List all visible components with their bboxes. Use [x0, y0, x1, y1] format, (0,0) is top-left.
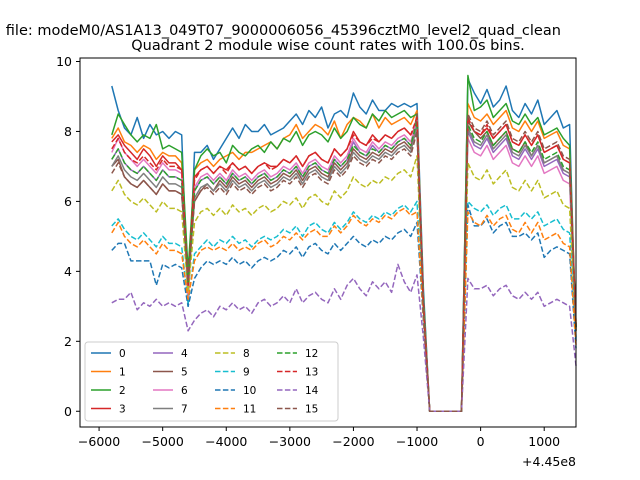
- x-tick-label: −4000: [205, 434, 247, 449]
- legend-label-15: 15: [305, 404, 318, 416]
- legend-label-14: 14: [305, 385, 319, 397]
- y-tick-label: 2: [64, 334, 72, 349]
- y-tick-label: 6: [64, 194, 72, 209]
- series-line-14: [111, 263, 577, 413]
- chart-suptitle: n file: modeM0/AS1A13_049T07_9000006056_…: [0, 23, 561, 39]
- x-tick-label: 1000: [528, 434, 560, 449]
- y-tick-label: 4: [64, 264, 72, 279]
- legend-label-8: 8: [243, 348, 250, 360]
- legend-label-7: 7: [181, 404, 188, 416]
- legend-label-6: 6: [181, 385, 188, 397]
- y-axis: 0 2 4 6 8 10: [56, 54, 80, 419]
- legend-label-13: 13: [305, 367, 318, 379]
- legend-frame: [84, 341, 339, 422]
- chart-title: Quadrant 2 module wise count rates with …: [131, 38, 525, 54]
- series-line-11: [111, 207, 577, 413]
- y-tick-label: 8: [64, 124, 72, 139]
- legend-label-10: 10: [243, 385, 256, 397]
- plot-frame: [79, 57, 577, 428]
- plot-lines: [111, 74, 577, 413]
- x-tick-label: −2000: [332, 434, 374, 449]
- legend-label-12: 12: [305, 348, 318, 360]
- x-tick-label: −1000: [396, 434, 438, 449]
- x-axis: −6000 −5000 −4000 −3000 −2000 −1000 0 1000: [78, 427, 560, 449]
- x-tick-label: 0: [477, 434, 485, 449]
- legend-label-1: 1: [119, 367, 126, 379]
- series-line-15: [111, 113, 577, 413]
- x-axis-offset-label: +4.45e8: [522, 454, 576, 469]
- legend-label-4: 4: [181, 348, 188, 360]
- y-tick-label: 10: [56, 54, 72, 69]
- legend-label-11: 11: [243, 404, 256, 416]
- x-tick-label: −3000: [269, 434, 311, 449]
- y-tick-label: 0: [64, 404, 72, 419]
- legend-label-3: 3: [119, 404, 126, 416]
- series-line-10: [111, 204, 577, 413]
- series-line-12: [111, 120, 577, 413]
- x-tick-label: −5000: [142, 434, 184, 449]
- x-tick-label: −6000: [78, 434, 120, 449]
- legend-label-2: 2: [119, 385, 126, 397]
- legend-label-5: 5: [181, 367, 188, 379]
- legend-label-0: 0: [119, 348, 126, 360]
- series-line-2: [111, 74, 577, 413]
- legend-label-9: 9: [243, 367, 250, 379]
